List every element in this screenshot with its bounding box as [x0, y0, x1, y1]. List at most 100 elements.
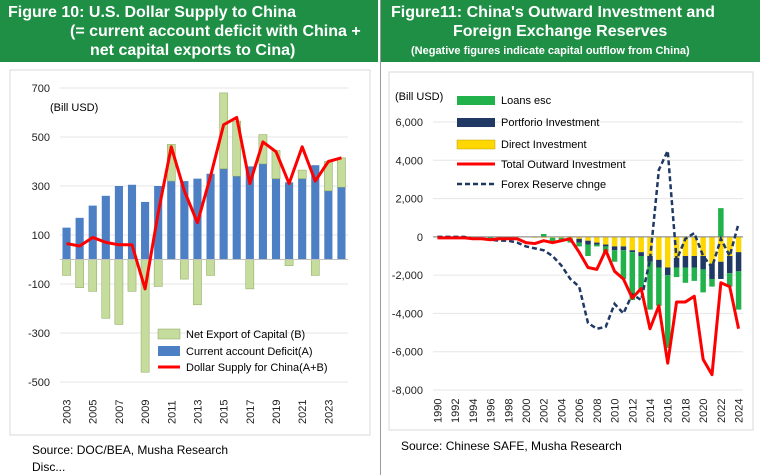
- net-export-bar: [193, 259, 202, 306]
- dollar-supply-chart: 700 500 300 100 -100 -300 -500 (Bill USD) 2003 20…: [9, 69, 371, 436]
- legend-label-portfolio: Portforio Investment: [501, 117, 599, 129]
- chart-frame: [388, 71, 754, 431]
- direct-investment-bar: [629, 236, 636, 251]
- y-tick-label: -8,000: [392, 385, 423, 397]
- x-tick-label: 2011: [166, 400, 178, 424]
- x-tick-label: 2002: [539, 399, 551, 423]
- direct-investment-bar: [602, 236, 609, 245]
- direct-investment-bar: [673, 236, 680, 258]
- direct-investment-bar: [735, 236, 742, 253]
- loans-bar: [656, 267, 662, 306]
- legend-swatch-portfolio: [457, 118, 495, 127]
- legend-swatch-net-export: [157, 328, 181, 340]
- loans-bar: [540, 233, 547, 237]
- loans-bar: [682, 267, 689, 283]
- y-tick-label: 4,000: [395, 155, 423, 167]
- portfolio-investment-bar: [638, 252, 644, 256]
- x-tick-label: 2012: [627, 399, 639, 423]
- portfolio-investment-bar: [691, 256, 698, 268]
- legend-swatch-current-account: [158, 346, 180, 356]
- x-tick-label: 2023: [323, 400, 335, 424]
- current-account-bar: [337, 187, 346, 260]
- y-axis-title: (Bill USD): [395, 91, 443, 103]
- y-tick-label: -6,000: [392, 347, 423, 359]
- figure-11-title-line2: Foreign Exchange Reserves: [453, 23, 668, 40]
- x-tick-label: 2006: [574, 399, 586, 423]
- direct-investment-bar: [585, 236, 591, 241]
- loans-bar: [647, 261, 653, 310]
- y-tick-label: 0: [417, 232, 423, 244]
- legend-label-net-export: Net Export of Capital (B): [186, 329, 305, 341]
- direct-investment-bar: [718, 236, 724, 262]
- legend-swatch-loans: [457, 96, 495, 105]
- direct-investment-bar: [700, 236, 706, 256]
- figure-11-panel: Figure11: China's Outward Investment and…: [380, 0, 760, 475]
- current-account-bar: [154, 186, 163, 260]
- portfolio-investment-bar: [620, 246, 627, 251]
- x-tick-label: 2024: [734, 399, 746, 423]
- net-export-bar: [127, 259, 137, 292]
- current-account-bar: [219, 168, 228, 260]
- loans-bar: [664, 275, 671, 348]
- loans-bar: [585, 244, 591, 256]
- loans-bar: [726, 273, 733, 287]
- figure-10-source-cut: Disc...: [32, 460, 66, 474]
- figure-10-panel: Figure 10: U.S. Dollar Supply to China (…: [0, 0, 378, 475]
- current-account-bar: [232, 176, 241, 260]
- loans-bar: [629, 252, 636, 301]
- current-account-bar: [75, 217, 84, 260]
- current-account-bar: [88, 205, 97, 260]
- net-export-bar: [337, 157, 346, 188]
- y-tick-label: 500: [32, 132, 50, 144]
- net-export-bar: [114, 259, 124, 325]
- portfolio-investment-bar: [611, 246, 618, 251]
- direct-investment-bar: [656, 236, 662, 260]
- net-export-bar: [101, 259, 111, 319]
- current-account-bar: [245, 166, 254, 260]
- loans-bar: [638, 256, 644, 291]
- current-account-bar: [271, 178, 281, 260]
- y-tick-label: -100: [28, 279, 50, 291]
- portfolio-investment-bar: [647, 256, 653, 262]
- portfolio-investment-bar: [726, 256, 733, 274]
- net-export-bar: [284, 259, 294, 266]
- x-tick-label: 2000: [521, 399, 533, 423]
- chart-frame: [9, 69, 371, 436]
- net-export-bar: [153, 259, 163, 287]
- current-account-bar: [258, 163, 267, 260]
- x-tick-label: 2015: [219, 400, 231, 424]
- net-export-bar: [88, 259, 98, 292]
- direct-investment-bar: [594, 236, 600, 243]
- net-export-bar: [297, 169, 307, 179]
- figure-11-note: (Negative figures indicate capital outfl…: [411, 45, 690, 57]
- y-tick-label: -2,000: [392, 270, 423, 282]
- x-tick-label: 2021: [297, 400, 309, 424]
- direct-investment-bar: [709, 236, 715, 264]
- legend-label-reserve: Forex Reserve chnge: [501, 179, 606, 191]
- current-account-bar: [141, 201, 150, 260]
- x-tick-label: 2013: [192, 400, 204, 424]
- portfolio-investment-bar: [709, 263, 715, 279]
- current-account-bar: [101, 195, 110, 260]
- y-tick-label: 100: [32, 230, 50, 242]
- figure-10-header: Figure 10: U.S. Dollar Supply to China (…: [0, 0, 378, 62]
- x-tick-label: 1992: [450, 399, 462, 423]
- net-export-bar: [245, 259, 255, 290]
- loans-bar: [576, 242, 582, 247]
- loans-bar: [709, 278, 715, 287]
- x-tick-label: 1998: [503, 399, 515, 423]
- direct-investment-bar: [664, 236, 671, 268]
- x-tick-label: 1996: [486, 399, 498, 423]
- portfolio-investment-bar: [629, 250, 636, 253]
- portfolio-investment-bar: [602, 244, 609, 247]
- x-tick-label: 1990: [432, 399, 444, 423]
- y-tick-label: 300: [32, 181, 50, 193]
- current-account-bar: [127, 184, 137, 260]
- x-tick-label: 2014: [645, 399, 657, 423]
- current-account-bar: [298, 178, 307, 260]
- total-outward-investment-line: [437, 236, 741, 377]
- legend-swatch-direct: [456, 139, 496, 150]
- current-account-bar: [114, 186, 123, 260]
- direct-investment-bar: [576, 236, 582, 239]
- figure-11-title: Figure11: China's Outward Investment and: [391, 4, 715, 21]
